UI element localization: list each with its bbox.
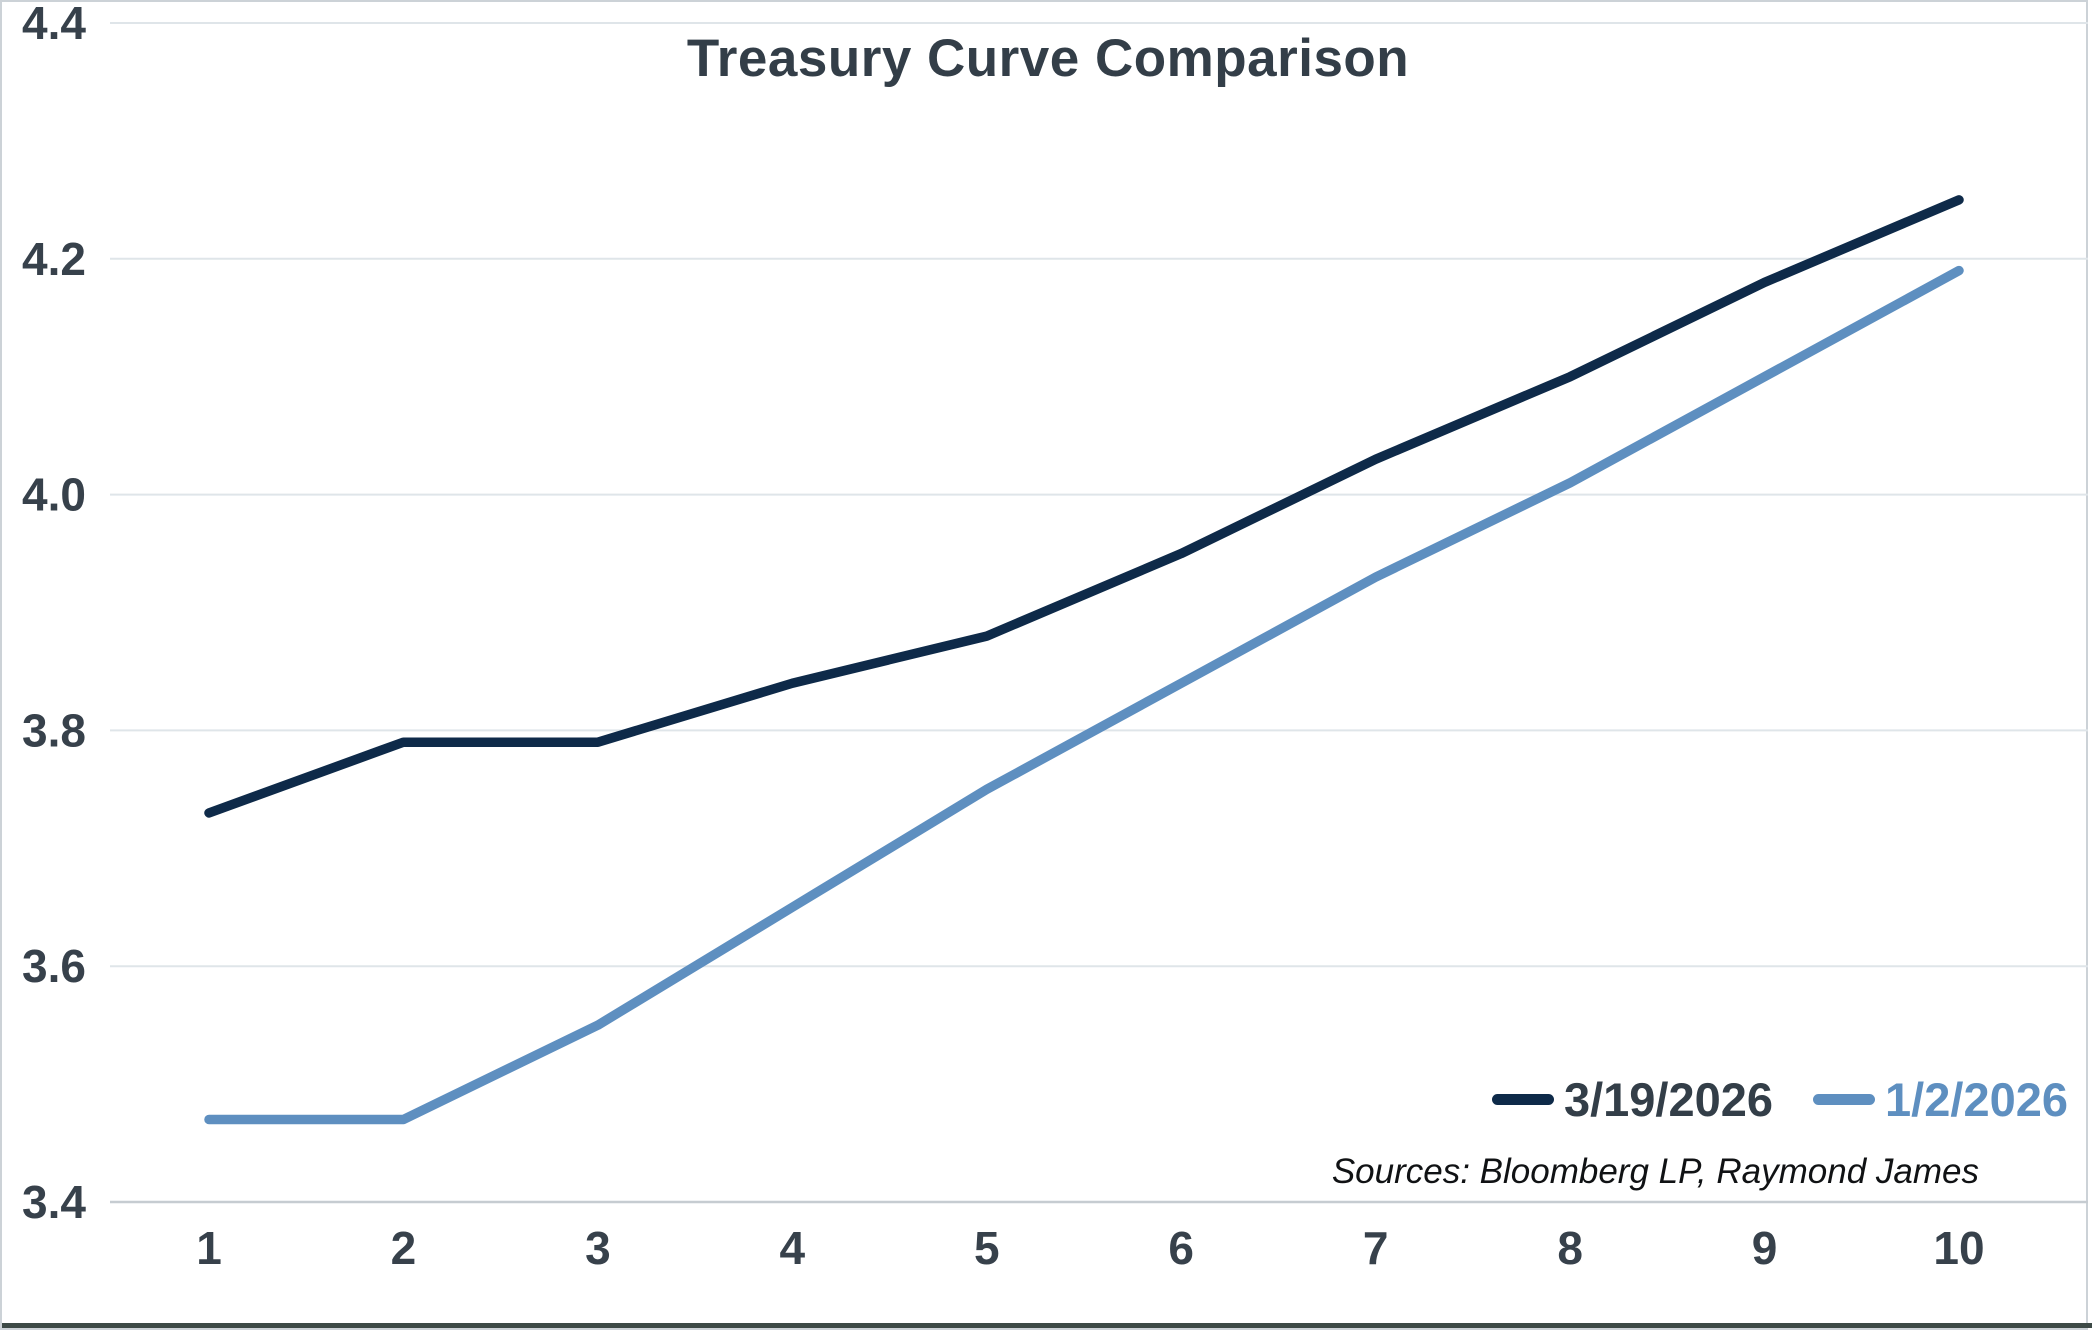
x-tick-label: 5 (974, 1222, 1000, 1274)
window-bottom-edge (2, 1323, 2092, 1328)
legend-label-3-19-2026: 3/19/2026 (1563, 1073, 1774, 1126)
x-tick-label: 9 (1752, 1222, 1778, 1274)
x-tick-label: 1 (196, 1222, 222, 1274)
legend-item-1-2-2026: 1/2/2026 (1813, 1076, 2068, 1123)
y-tick-label: 4.2 (22, 233, 86, 285)
x-tick-label: 8 (1557, 1222, 1583, 1274)
series-line-3-19-2026 (204, 195, 1964, 818)
gridlines (110, 22, 2088, 1204)
source-note: Sources: Bloomberg LP, Raymond James (1331, 1152, 1979, 1191)
legend-label-1-2-2026: 1/2/2026 (1885, 1073, 2068, 1126)
x-tick-label: 2 (391, 1222, 417, 1274)
y-tick-label: 3.8 (22, 704, 86, 756)
legend-swatch-1-2-2026 (1813, 1094, 1876, 1105)
y-axis-tick-labels: 4.4 4.2 4.0 3.8 3.6 3.4 (22, 2, 86, 1228)
y-tick-label: 3.6 (22, 940, 86, 992)
y-tick-label: 4.4 (22, 2, 86, 49)
x-axis-tick-labels: 1 2 3 4 5 6 7 8 9 10 (196, 1222, 1984, 1274)
y-tick-label: 4.0 (22, 469, 86, 521)
y-tick-label: 3.4 (22, 1176, 86, 1228)
legend-swatch-3-19-2026 (1491, 1094, 1554, 1105)
x-tick-label: 3 (585, 1222, 611, 1274)
legend-item-3-19-2026: 3/19/2026 (1491, 1073, 1774, 1126)
x-tick-label: 6 (1168, 1222, 1194, 1274)
x-tick-label: 10 (1933, 1222, 1984, 1274)
chart-title: Treasury Curve Comparison (686, 29, 1410, 88)
series-line-1-2-2026 (204, 265, 1964, 1125)
legend: 3/19/2026 1/2/2026 (1491, 1073, 2068, 1126)
x-tick-label: 4 (780, 1222, 806, 1274)
x-tick-label: 7 (1363, 1222, 1389, 1274)
